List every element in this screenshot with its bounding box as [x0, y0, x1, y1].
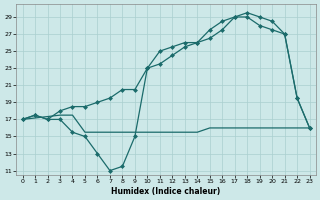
X-axis label: Humidex (Indice chaleur): Humidex (Indice chaleur)	[111, 187, 221, 196]
